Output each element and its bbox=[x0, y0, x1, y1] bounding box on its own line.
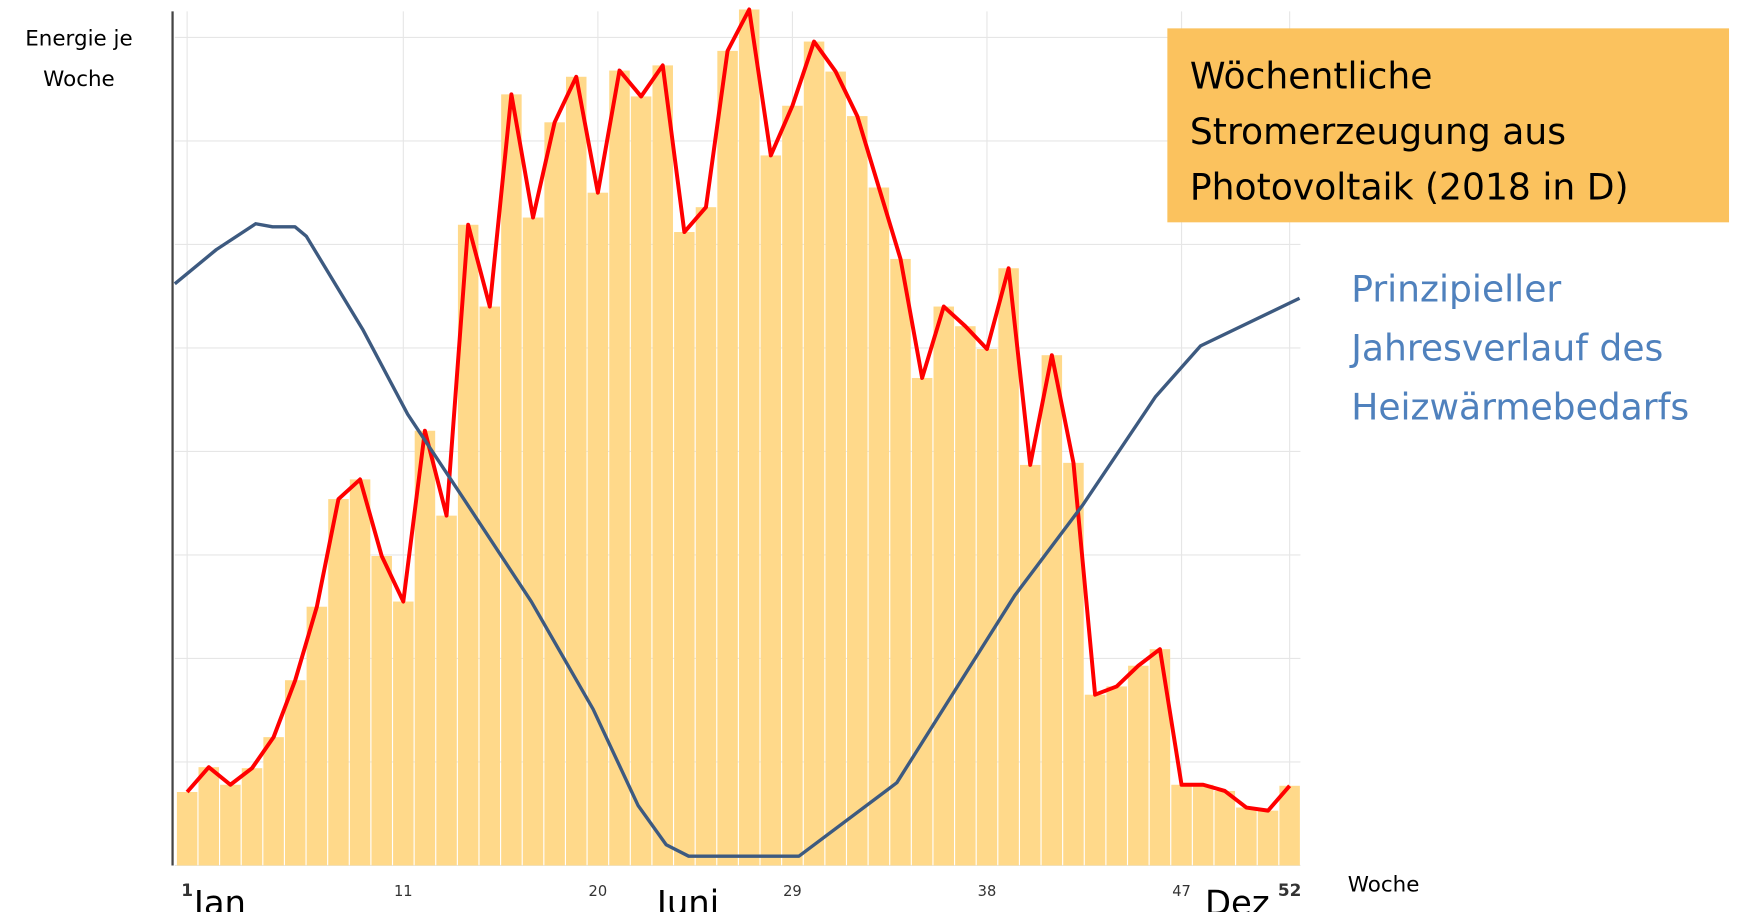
annotation-text: Photovoltaik (2018 in D) bbox=[1190, 166, 1629, 209]
bar bbox=[955, 326, 976, 866]
bar bbox=[1192, 784, 1214, 866]
x-tick-label: 38 bbox=[978, 883, 997, 900]
annotation-text: Wöchentliche bbox=[1190, 54, 1433, 97]
bar bbox=[436, 515, 457, 866]
bar bbox=[609, 70, 630, 866]
bar bbox=[414, 430, 436, 866]
bar bbox=[1019, 464, 1041, 866]
y-axis-label: Energie je bbox=[25, 26, 132, 51]
bar bbox=[1214, 790, 1236, 866]
bar bbox=[1171, 784, 1192, 866]
bar bbox=[782, 105, 803, 866]
bar bbox=[1279, 785, 1300, 866]
bar bbox=[1128, 665, 1149, 866]
bar bbox=[1149, 649, 1171, 866]
x-tick-label: 52 bbox=[1278, 880, 1302, 900]
bar bbox=[760, 155, 782, 866]
bar bbox=[241, 768, 263, 866]
bar bbox=[1041, 355, 1063, 866]
annotation-text: Prinzipieller bbox=[1351, 268, 1561, 311]
bar bbox=[911, 377, 933, 866]
bar bbox=[933, 306, 954, 866]
bar bbox=[522, 217, 544, 866]
bar bbox=[1084, 694, 1106, 866]
annotation-text: Stromerzeugung aus bbox=[1190, 110, 1566, 153]
bar bbox=[544, 122, 565, 866]
bar bbox=[630, 96, 652, 866]
bar bbox=[457, 224, 479, 866]
bar bbox=[1106, 686, 1127, 866]
bar bbox=[1063, 462, 1084, 866]
x-axis-label: Woche bbox=[1348, 873, 1420, 898]
bar bbox=[1236, 807, 1257, 866]
bar bbox=[717, 50, 738, 866]
annotation-text: Heizwärmebedarfs bbox=[1351, 386, 1689, 429]
month-label: Dez bbox=[1205, 884, 1270, 912]
bar bbox=[566, 76, 587, 866]
bar bbox=[393, 601, 414, 866]
bar bbox=[695, 207, 717, 866]
bar bbox=[349, 479, 371, 866]
annotation-box bbox=[1167, 28, 1730, 223]
x-tick-label: 11 bbox=[394, 883, 413, 900]
month-label: Juni bbox=[655, 884, 719, 912]
bar bbox=[501, 94, 522, 866]
bar bbox=[976, 348, 998, 866]
bar bbox=[198, 767, 220, 866]
bar bbox=[306, 606, 328, 866]
bar bbox=[371, 556, 392, 866]
bar bbox=[652, 65, 673, 866]
annotation-text: Jahresverlauf des bbox=[1349, 327, 1663, 370]
pv-line bbox=[185, 7, 1292, 813]
bar bbox=[674, 232, 695, 866]
heating-line bbox=[173, 222, 1301, 858]
bar bbox=[738, 9, 760, 866]
month-label: Jan bbox=[192, 884, 246, 912]
bar bbox=[998, 268, 1019, 866]
bar bbox=[176, 792, 198, 866]
x-tick-label: 1 bbox=[181, 880, 193, 900]
bar bbox=[328, 499, 349, 866]
bar bbox=[284, 680, 306, 866]
y-axis-label: Woche bbox=[43, 67, 115, 92]
bar bbox=[1257, 810, 1279, 866]
bar bbox=[847, 116, 868, 866]
bar bbox=[263, 737, 284, 866]
bar bbox=[890, 258, 911, 866]
x-tick-label: 47 bbox=[1172, 883, 1191, 900]
x-tick-label: 20 bbox=[589, 883, 608, 900]
x-tick-label: 29 bbox=[783, 883, 802, 900]
bar bbox=[803, 41, 825, 866]
bar bbox=[220, 784, 241, 866]
bar bbox=[868, 187, 890, 866]
bar bbox=[479, 306, 501, 866]
bar bbox=[825, 71, 846, 866]
bar bbox=[587, 192, 609, 866]
